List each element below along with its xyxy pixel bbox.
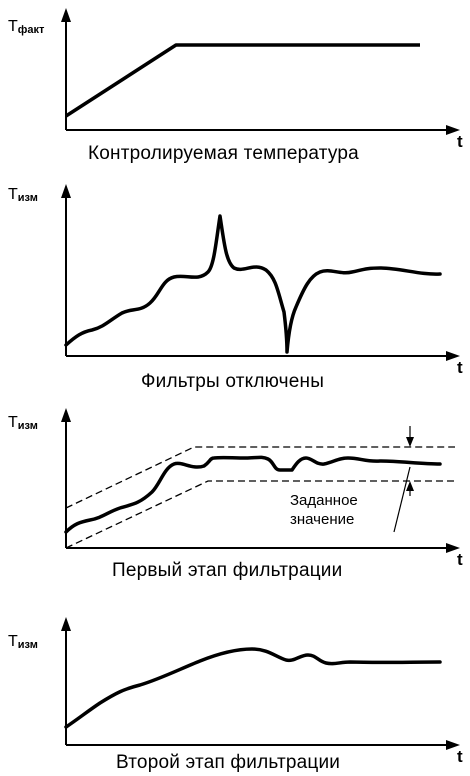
measured-temperature-curve: [64, 647, 442, 729]
panel-filters-off: Tизм t Фильтры отключены: [0, 180, 470, 395]
y-axis-label: Tфакт: [8, 18, 45, 36]
x-axis-label: t: [457, 132, 463, 151]
panel-caption: Первый этап фильтрации: [112, 560, 343, 581]
panel-caption: Контролируемая температура: [88, 143, 359, 164]
panel-3-plot: [61, 408, 460, 553]
x-axis-arrow-icon: [446, 125, 460, 135]
x-axis-arrow-icon: [446, 543, 460, 553]
x-axis-label: t: [457, 358, 463, 377]
measured-temperature-curve: [64, 214, 442, 354]
y-axis-label: Tизм: [8, 414, 38, 432]
panel-caption: Фильтры отключены: [141, 371, 325, 392]
arrow-up-icon: [406, 481, 414, 491]
panel-4-plot: [61, 617, 460, 750]
actual-temperature-curve: [65, 43, 420, 118]
x-axis-arrow-icon: [446, 351, 460, 361]
panel-first-stage-filtering: Tизм t Заданное значение Первый этап фил…: [0, 400, 470, 590]
upper-tolerance-line: [65, 446, 455, 509]
x-axis-arrow-icon: [446, 740, 460, 750]
arrow-down-icon: [406, 437, 414, 447]
measured-temperature-curve: [64, 455, 442, 534]
annotation-leader-line: [393, 466, 411, 533]
panel-2-plot: [61, 184, 460, 361]
y-axis-arrow-icon: [61, 408, 71, 422]
setpoint-annotation: Заданное значение: [290, 491, 358, 529]
panel-1-plot: [61, 8, 460, 135]
y-axis-label: Tизм: [8, 186, 38, 204]
x-axis-label: t: [457, 550, 463, 569]
annotation-line-2: значение: [290, 511, 355, 528]
lower-tolerance-line: [65, 480, 455, 549]
x-axis-label: t: [457, 747, 463, 766]
y-axis-arrow-icon: [61, 8, 71, 22]
y-axis-arrow-icon: [61, 617, 71, 631]
panel-controlled-temperature: Tфакт t Контролируемая температура: [0, 0, 470, 190]
panel-caption: Второй этап фильтрации: [116, 752, 341, 773]
panel-second-stage-filtering: Tизм t Второй этап фильтрации: [0, 605, 470, 776]
y-axis-label: Tизм: [8, 633, 38, 651]
annotation-line-1: Заданное: [290, 492, 358, 509]
y-axis-arrow-icon: [61, 184, 71, 198]
